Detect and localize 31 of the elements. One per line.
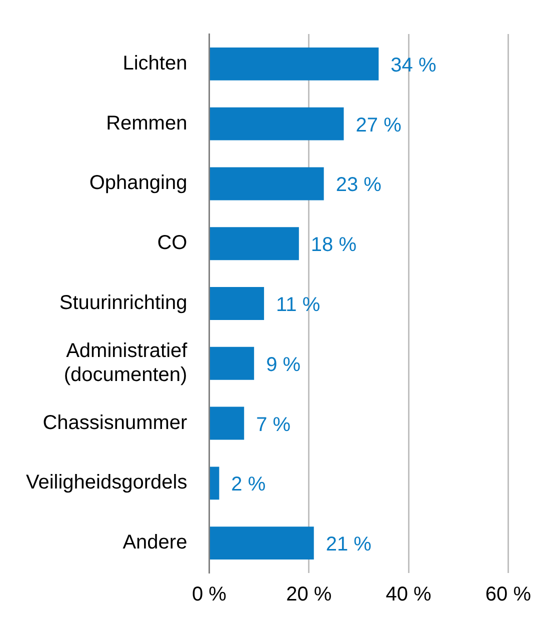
data-label: 2 % bbox=[231, 474, 266, 496]
x-tick-label: 60 % bbox=[485, 584, 532, 606]
y-tick-label: Andere bbox=[122, 532, 188, 554]
y-tick-label: Lichten bbox=[122, 52, 188, 74]
y-tick-label: Remmen bbox=[106, 112, 188, 134]
x-tick-label: 20 % bbox=[286, 584, 332, 606]
data-label: 23 % bbox=[336, 174, 382, 196]
data-label: 18 % bbox=[310, 234, 357, 256]
bar bbox=[210, 466, 220, 500]
bar bbox=[210, 47, 379, 80]
data-label: 34 % bbox=[390, 54, 436, 76]
data-label: 27 % bbox=[356, 114, 402, 136]
data-label: 9 % bbox=[266, 354, 301, 376]
bar bbox=[210, 227, 299, 260]
data-label: 11 % bbox=[276, 294, 320, 316]
bar bbox=[210, 107, 344, 140]
bar bbox=[210, 406, 244, 440]
x-tick-label: 40 % bbox=[386, 584, 432, 606]
bar bbox=[210, 526, 314, 560]
y-tick-label: Stuurinrichting bbox=[59, 292, 188, 314]
data-label: 21 % bbox=[326, 534, 372, 556]
y-tick-label: Administratief (documenten) bbox=[64, 340, 188, 386]
y-tick-label: Veiligheidsgordels bbox=[26, 472, 188, 494]
bar bbox=[210, 167, 324, 200]
bar bbox=[210, 346, 254, 380]
y-tick-label: Ophanging bbox=[89, 172, 188, 194]
y-tick-label: Chassisnummer bbox=[42, 412, 188, 434]
bar bbox=[210, 287, 264, 320]
y-tick-label: CO bbox=[157, 232, 188, 254]
x-tick-label: 0 % bbox=[192, 584, 227, 606]
data-label: 7 % bbox=[256, 414, 291, 436]
